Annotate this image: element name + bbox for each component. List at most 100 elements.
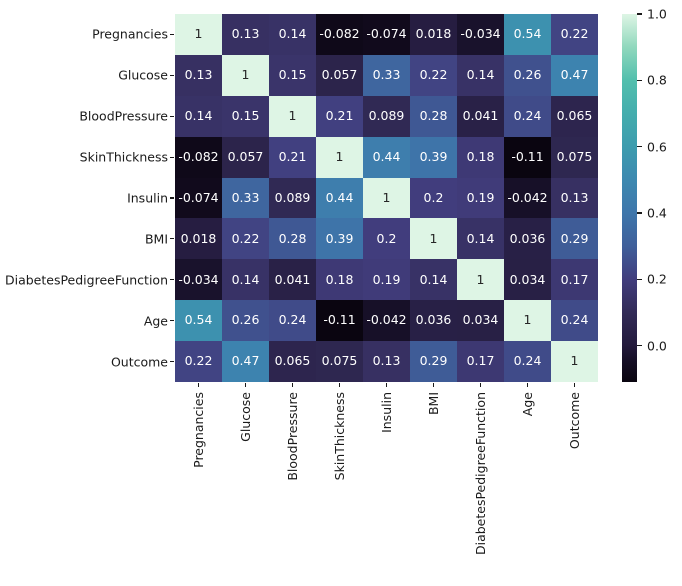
heatmap-cell: 0.034 — [457, 300, 504, 342]
x-tick-mark — [432, 383, 435, 387]
heatmap-cell: 0.29 — [551, 218, 598, 260]
colorbar-gradient — [622, 14, 637, 382]
heatmap-cell: 0.28 — [410, 95, 457, 137]
y-tick-label: Glucose — [118, 67, 168, 83]
x-tick-label: Age — [520, 392, 535, 417]
colorbar-tick-label: 1.0 — [647, 6, 667, 22]
heatmap-cell: 0.47 — [222, 341, 269, 382]
heatmap-cell: 0.034 — [504, 259, 551, 301]
heatmap-cell: 0.54 — [504, 14, 551, 55]
heatmap-cell: 0.018 — [410, 14, 457, 55]
heatmap-cell: 0.19 — [363, 259, 410, 301]
heatmap-cell: 0.075 — [316, 341, 363, 382]
heatmap-cell: 0.14 — [457, 218, 504, 260]
heatmap-cell: 0.21 — [269, 136, 316, 178]
heatmap-cell: 0.17 — [551, 259, 598, 301]
heatmap-cell: -0.042 — [363, 300, 410, 342]
y-tick-mark — [170, 238, 174, 240]
x-tick-label: SkinThickness — [332, 392, 347, 481]
heatmap-cell: 0.065 — [551, 95, 598, 137]
heatmap-cell: -0.082 — [175, 136, 222, 178]
heatmap-cell: 0.13 — [363, 341, 410, 382]
heatmap-cell: 0.24 — [269, 300, 316, 342]
heatmap-cell: 0.041 — [269, 259, 316, 301]
x-tick-label: Insulin — [379, 392, 394, 433]
heatmap-cell: 1 — [410, 218, 457, 260]
y-tick-label: Pregnancies — [92, 26, 168, 42]
y-tick-label: BloodPressure — [79, 108, 168, 124]
heatmap-cell: 0.041 — [457, 95, 504, 137]
heatmap-cell: 1 — [222, 54, 269, 96]
heatmap-cell: 0.13 — [175, 54, 222, 96]
heatmap-cell: 0.33 — [222, 177, 269, 219]
heatmap-cell: -0.082 — [316, 14, 363, 55]
heatmap-cell: 1 — [363, 177, 410, 219]
heatmap-cell: 0.54 — [175, 300, 222, 342]
y-tick-mark — [170, 197, 174, 199]
x-tick-mark — [573, 383, 576, 387]
heatmap-cell: 0.2 — [363, 218, 410, 260]
colorbar-tick-mark — [637, 146, 642, 148]
x-tick-label: Pregnancies — [191, 392, 206, 468]
heatmap-cell: 1 — [316, 136, 363, 178]
heatmap-cell: 0.2 — [410, 177, 457, 219]
heatmap-cell: 0.39 — [316, 218, 363, 260]
heatmap-cell: 0.14 — [269, 14, 316, 55]
heatmap-cell: 0.44 — [363, 136, 410, 178]
heatmap-cell: 0.24 — [504, 95, 551, 137]
heatmap-cell: 0.24 — [551, 300, 598, 342]
heatmap-cell: -0.034 — [457, 14, 504, 55]
heatmap-cell: 0.47 — [551, 54, 598, 96]
heatmap-cell: 0.29 — [410, 341, 457, 382]
heatmap-cell: 0.089 — [363, 95, 410, 137]
heatmap-cell: 1 — [269, 95, 316, 137]
colorbar-tick-mark — [637, 79, 642, 81]
y-tick-mark — [170, 74, 174, 76]
heatmap-cell: 1 — [175, 14, 222, 55]
colorbar-tick-label: 0.8 — [647, 72, 667, 88]
heatmap-cell: 0.19 — [457, 177, 504, 219]
heatmap-cell: 0.33 — [363, 54, 410, 96]
heatmap-cell: -0.042 — [504, 177, 551, 219]
y-tick-mark — [170, 115, 174, 117]
colorbar-tick-label: 0.6 — [647, 139, 667, 155]
heatmap-cell: 0.14 — [410, 259, 457, 301]
heatmap-cell: 0.018 — [175, 218, 222, 260]
heatmap-cell: 0.14 — [457, 54, 504, 96]
x-tick-mark — [244, 383, 247, 387]
heatmap-cell: 0.14 — [175, 95, 222, 137]
heatmap-cell: 0.036 — [504, 218, 551, 260]
x-tick-label: BloodPressure — [285, 392, 300, 481]
x-tick-mark — [197, 383, 200, 387]
heatmap-cell: 0.065 — [269, 341, 316, 382]
y-tick-label: BMI — [144, 231, 168, 247]
heatmap-cell: 0.26 — [504, 54, 551, 96]
x-tick-mark — [291, 383, 294, 387]
heatmap-cell: 1 — [457, 259, 504, 301]
heatmap-cell: 0.13 — [222, 14, 269, 55]
colorbar-tick-mark — [637, 344, 642, 347]
heatmap-cell: -0.074 — [175, 177, 222, 219]
x-tick-label: DiabetesPedigreeFunction — [473, 392, 488, 556]
heatmap-cell: 0.17 — [457, 341, 504, 382]
heatmap-cell: -0.034 — [175, 259, 222, 301]
heatmap-cell: -0.11 — [504, 136, 551, 178]
heatmap-cell: 0.15 — [269, 54, 316, 96]
x-tick-mark — [479, 383, 482, 387]
x-tick-mark — [338, 383, 341, 387]
heatmap-cell: 0.22 — [175, 341, 222, 382]
heatmap-cell: 0.089 — [269, 177, 316, 219]
heatmap-cell: 0.13 — [551, 177, 598, 219]
heatmap-cell: 0.22 — [222, 218, 269, 260]
colorbar-tick-label: 0.0 — [647, 338, 667, 354]
heatmap-cell: 0.18 — [457, 136, 504, 178]
y-tick-label: DiabetesPedigreeFunction — [4, 272, 168, 288]
y-tick-label: Insulin — [127, 190, 168, 206]
heatmap-cell: 0.39 — [410, 136, 457, 178]
colorbar-tick-mark — [637, 212, 642, 214]
colorbar-tick-mark — [637, 278, 642, 280]
y-tick-mark — [170, 320, 174, 322]
y-tick-label: Outcome — [110, 354, 168, 370]
heatmap-grid: 1 0.13 0.14 -0.082 -0.074 0.018 -0.034 0.54 0.22… — [175, 14, 598, 382]
x-tick-label: Glucose — [238, 392, 253, 442]
